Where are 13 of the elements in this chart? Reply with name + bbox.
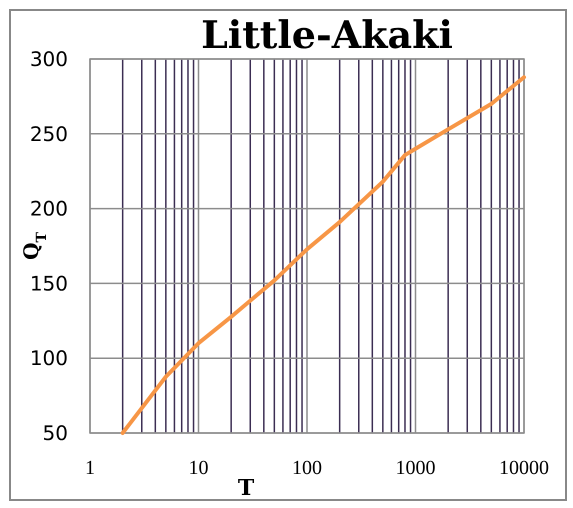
y-tick-label: 300: [30, 47, 68, 71]
y-tick-label: 150: [30, 271, 68, 296]
y-tick-label: 250: [30, 122, 68, 146]
x-tick-label: 10000: [499, 457, 549, 479]
y-tick-label: 200: [30, 196, 68, 221]
x-tick-label: 1000: [396, 457, 436, 479]
x-axis-title: T: [238, 475, 255, 501]
y-tick-label: 100: [30, 346, 68, 370]
x-tick-label: 10: [188, 457, 208, 479]
x-tick-label: 100: [292, 457, 322, 479]
y-tick-label: 50: [42, 421, 68, 445]
chart-title: Little-Akaki: [201, 12, 453, 57]
x-tick-label: 1: [85, 457, 95, 479]
